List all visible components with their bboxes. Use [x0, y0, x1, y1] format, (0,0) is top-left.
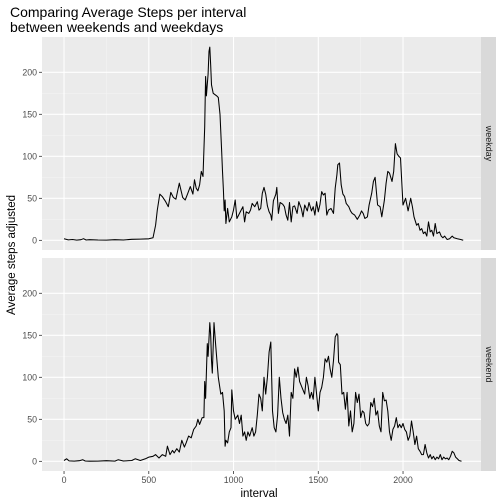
panel-background: [42, 258, 481, 471]
facet-strip-label: weekend: [484, 345, 494, 382]
y-tick-label: 200: [22, 67, 37, 77]
series-line-weekend: [63, 322, 462, 462]
facet-strip-label: weekday: [484, 125, 494, 162]
x-tick-label: 0: [62, 475, 67, 485]
facet-panel-weekend: 0 50 100 150 200 weekend 0 500 1000 1500 2000: [22, 258, 496, 485]
series-line-weekday: [63, 46, 464, 241]
y-tick-label: 100: [22, 372, 37, 382]
chart-title-line-2: between weekends and weekdays: [10, 19, 223, 35]
panel-background: [42, 37, 481, 250]
y-tick-label: 0: [32, 235, 37, 245]
x-tick-label: 2000: [393, 475, 413, 485]
y-tick-label: 0: [32, 456, 37, 466]
y-tick-label: 100: [22, 151, 37, 161]
y-tick-label: 150: [22, 330, 37, 340]
facet-panels: 0 50 100 150 200 weekday 0 50 100 150 200 weekend 0 5…: [22, 37, 496, 485]
x-tick-label: 1500: [308, 475, 328, 485]
x-axis-title: interval: [240, 488, 277, 500]
y-tick-label: 200: [22, 288, 37, 298]
x-tick-label: 1000: [224, 475, 244, 485]
y-axis-title: Average steps adjusted: [6, 195, 18, 315]
chart-title-line-1: Comparing Average Steps per interval: [10, 4, 246, 20]
y-tick-label: 150: [22, 109, 37, 119]
y-tick-label: 50: [27, 414, 37, 424]
x-tick-label: 500: [141, 475, 156, 485]
facet-strip: [481, 37, 496, 250]
facet-panel-weekday: 0 50 100 150 200 weekday: [22, 37, 496, 250]
y-tick-label: 50: [27, 193, 37, 203]
facet-strip: [481, 258, 496, 471]
